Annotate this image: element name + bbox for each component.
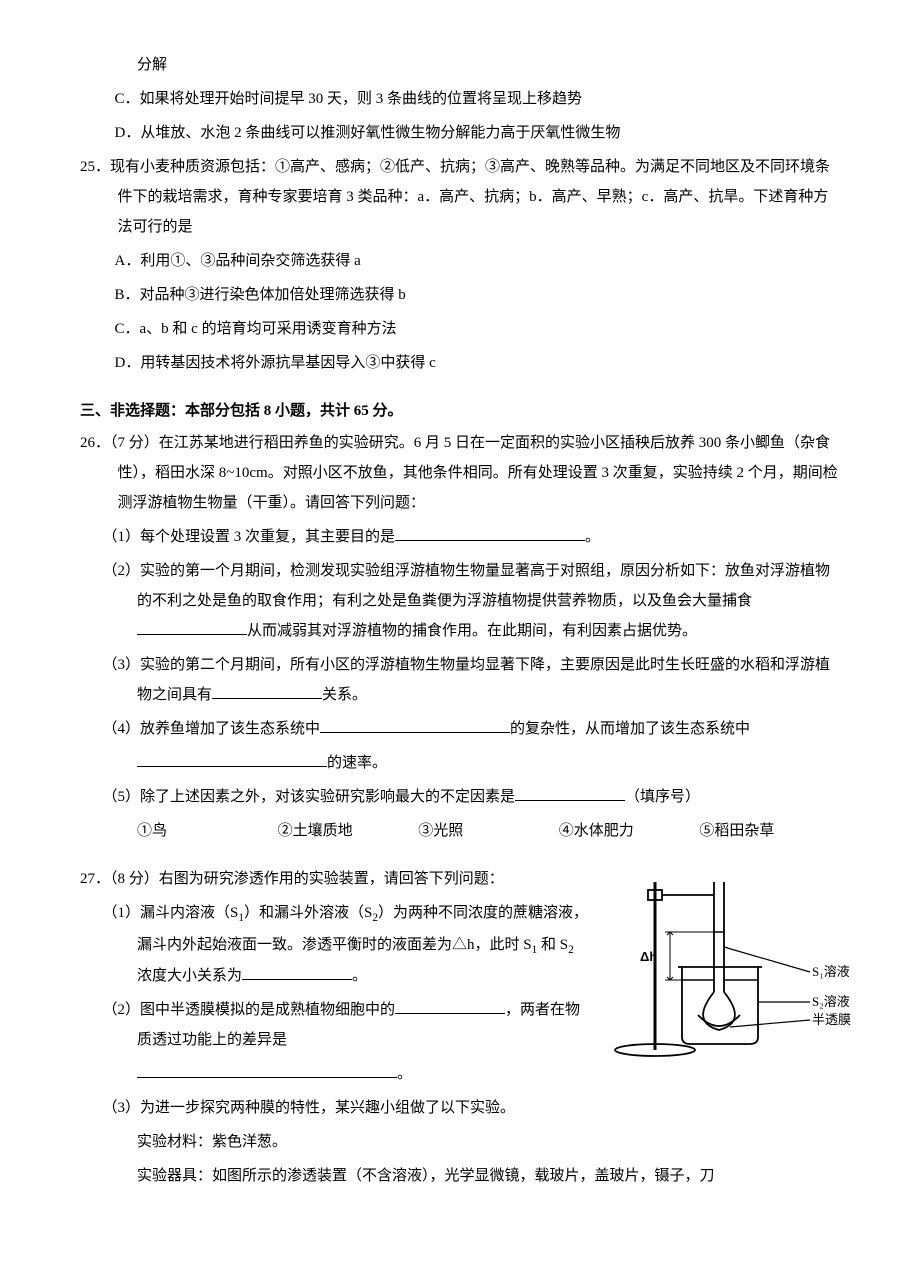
q26-sub5-options: ①鸟 ②土壤质地 ③光照 ④水体肥力 ⑤稻田杂草 xyxy=(80,816,840,846)
q26-opt3: ③光照 xyxy=(418,816,559,846)
q24-choice-c: C．如果将处理开始时间提早 30 天，则 3 条曲线的位置将呈现上移趋势 xyxy=(80,84,840,114)
q26-points: （7 分） xyxy=(110,435,159,451)
q24-cont-text: 分解 xyxy=(137,57,167,73)
q27-sub2-blank2 xyxy=(137,1062,397,1078)
fig-s1-label: S₁溶液 xyxy=(812,964,850,979)
q25-choice-d: D．用转基因技术将外源抗旱基因导入③中获得 c xyxy=(80,348,840,378)
q25-stem-text: 现有小麦种质资源包括：①高产、感病；②低产、抗病；③高产、晚熟等品种。为满足不同… xyxy=(110,159,830,235)
q26-num: 26． xyxy=(80,435,110,451)
q26-sub2-blank xyxy=(137,619,247,635)
q24-d-text: D．从堆放、水泡 2 条曲线可以推测好氧性微生物分解能力高于厌氧性微生物 xyxy=(115,125,621,141)
q25-choice-b: B．对品种③进行染色体加倍处理筛选获得 b xyxy=(80,280,840,310)
q27-sub2a-text: （2）图中半透膜模拟的是成熟植物细胞中的 xyxy=(103,1002,396,1018)
q27-block: Δh S₁溶液 S₂溶液 半透膜 27．（8 分）右图为研究渗透作用的实验装置，… xyxy=(80,864,840,1191)
q26-sub3-blank xyxy=(212,683,322,699)
q26-opt4: ④水体肥力 xyxy=(559,816,700,846)
q24-item-cont: 分解 xyxy=(80,50,840,80)
q27-sub1b-text: 。 xyxy=(352,968,367,984)
q26-sub2a-text: （2）实验的第一个月期间，检测发现实验组浮游植物生物量显著高于对照组，原因分析如… xyxy=(103,563,831,609)
q26-opt2: ②土壤质地 xyxy=(278,816,419,846)
q27-sub2-cont: 。 xyxy=(80,1059,590,1089)
q25-num: 25． xyxy=(80,159,110,175)
q25-choice-c: C．a、b 和 c 的培育均可采用诱变育种方法 xyxy=(80,314,840,344)
q27-sub2-blank1 xyxy=(395,998,505,1014)
fig-dh-label: Δh xyxy=(640,949,657,964)
q27-sub3: （3）为进一步探究两种膜的特性，某兴趣小组做了以下实验。 xyxy=(80,1093,840,1123)
q25-stem: 25．现有小麦种质资源包括：①高产、感病；②低产、抗病；③高产、晚熟等品种。为满… xyxy=(80,152,840,242)
q25-d-text: D．用转基因技术将外源抗旱基因导入③中获得 c xyxy=(115,355,436,371)
q27-sub3-text: （3）为进一步探究两种膜的特性，某兴趣小组做了以下实验。 xyxy=(103,1100,516,1116)
q27-sub2c-text: 。 xyxy=(397,1066,412,1082)
q26-sub5: （5）除了上述因素之外，对该实验研究影响最大的不定因素是 （填序号） xyxy=(80,782,840,812)
q27-sub3-mat-text: 实验材料：紫色洋葱。 xyxy=(137,1134,287,1150)
q26-opt5: ⑤稻田杂草 xyxy=(699,816,840,846)
q25-c-text: C．a、b 和 c 的培育均可采用诱变育种方法 xyxy=(115,321,397,337)
q26-sub4-cont: 的速率。 xyxy=(80,748,840,778)
q26-sub4-blank1 xyxy=(320,717,510,733)
q26-sub1-text: （1）每个处理设置 3 次重复，其主要目的是 xyxy=(103,529,396,545)
q26-sub3: （3）实验的第二个月期间，所有小区的浮游植物生物量均显著下降，主要原因是此时生长… xyxy=(80,650,840,710)
q27-stem-text: 右图为研究渗透作用的实验装置，请回答下列问题： xyxy=(159,871,504,887)
q26-sub4-blank2 xyxy=(137,751,327,767)
q27-sub3-mat: 实验材料：紫色洋葱。 xyxy=(80,1127,840,1157)
q26-sub1: （1）每个处理设置 3 次重复，其主要目的是 。 xyxy=(80,522,840,552)
q27-sub1: （1）漏斗内溶液（S1）和漏斗外溶液（S2）为两种不同浓度的蔗糖溶液，漏斗内外起… xyxy=(80,898,590,991)
q26-sub2b-text: 从而减弱其对浮游植物的捕食作用。在此期间，有利因素占据优势。 xyxy=(247,623,697,639)
q26-sub4a-text: （4）放养鱼增加了该生态系统中 xyxy=(103,721,321,737)
section-3-text: 三、非选择题：本部分包括 8 小题，共计 65 分。 xyxy=(80,403,403,419)
q26-sub4: （4）放养鱼增加了该生态系统中 的复杂性，从而增加了该生态系统中 xyxy=(80,714,840,744)
q26-sub4c-text: 的速率。 xyxy=(327,755,387,771)
q27-num: 27． xyxy=(80,871,110,887)
q26-opt1: ①鸟 xyxy=(137,816,278,846)
q27-sub3-dev-text: 实验器具：如图所示的渗透装置（不含溶液），光学显微镜，载玻片，盖玻片，镊子，刀 xyxy=(137,1168,715,1184)
q26-sub5-blank xyxy=(515,785,625,801)
q26-sub4b-text: 的复杂性，从而增加了该生态系统中 xyxy=(510,721,750,737)
section-3-title: 三、非选择题：本部分包括 8 小题，共计 65 分。 xyxy=(80,396,840,426)
q25-choice-a: A．利用①、③品种间杂交筛选获得 a xyxy=(80,246,840,276)
q26-sub1-blank xyxy=(395,525,585,541)
q26-sub5b-text: （填序号） xyxy=(625,789,700,805)
q26-stem-text: 在江苏某地进行稻田养鱼的实验研究。6 月 5 日在一定面积的实验小区插秧后放养 … xyxy=(118,435,838,511)
fig-s2-label: S₂溶液 xyxy=(812,994,850,1009)
q27-sub2: （2）图中半透膜模拟的是成熟植物细胞中的，两者在物质透过功能上的差异是 xyxy=(80,995,590,1055)
q26-sub5a-text: （5）除了上述因素之外，对该实验研究影响最大的不定因素是 xyxy=(103,789,516,805)
q24-choice-d: D．从堆放、水泡 2 条曲线可以推测好氧性微生物分解能力高于厌氧性微生物 xyxy=(80,118,840,148)
q27-sub1-blank xyxy=(242,964,352,980)
q26-stem: 26．（7 分）在江苏某地进行稻田养鱼的实验研究。6 月 5 日在一定面积的实验… xyxy=(80,428,840,518)
q26-sub3b-text: 关系。 xyxy=(322,687,367,703)
q27-sub3-dev: 实验器具：如图所示的渗透装置（不含溶液），光学显微镜，载玻片，盖玻片，镊子，刀 xyxy=(80,1161,840,1191)
q27-figure: Δh S₁溶液 S₂溶液 半透膜 xyxy=(610,872,860,1073)
q26-sub2: （2）实验的第一个月期间，检测发现实验组浮游植物生物量显著高于对照组，原因分析如… xyxy=(80,556,840,646)
q26-sub1-tail: 。 xyxy=(585,529,600,545)
q25-a-text: A．利用①、③品种间杂交筛选获得 a xyxy=(115,253,361,269)
q25-b-text: B．对品种③进行染色体加倍处理筛选获得 b xyxy=(115,287,406,303)
fig-mem-label: 半透膜 xyxy=(812,1012,851,1027)
q24-c-text: C．如果将处理开始时间提早 30 天，则 3 条曲线的位置将呈现上移趋势 xyxy=(115,91,583,107)
q27-points: （8 分） xyxy=(110,871,159,887)
